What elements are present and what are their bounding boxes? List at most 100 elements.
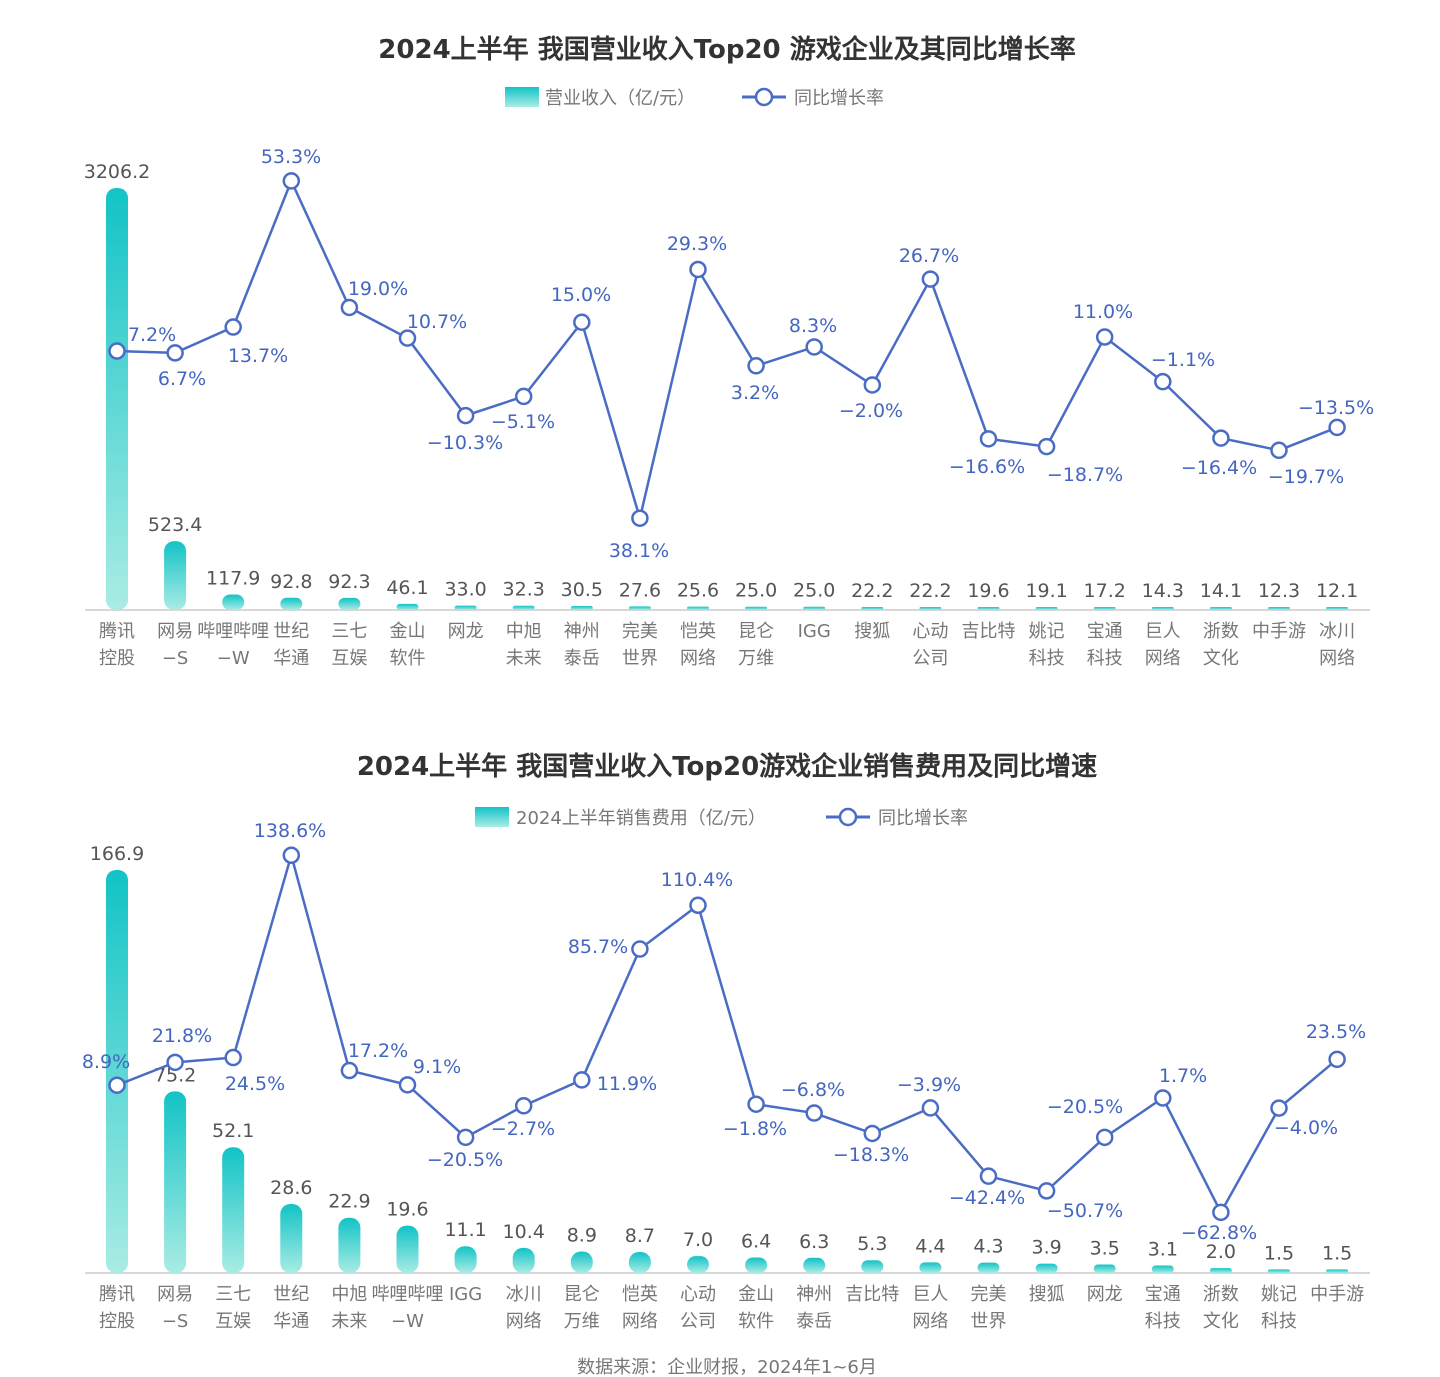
growth-value-label: −20.5% bbox=[427, 1149, 503, 1171]
bar-value-label: 25.6 bbox=[677, 580, 719, 602]
legend-line-label: 同比增长率 bbox=[794, 88, 884, 109]
bar bbox=[570, 1251, 593, 1273]
growth-value-label: −42.4% bbox=[949, 1187, 1025, 1209]
category-label: 腾讯 bbox=[99, 621, 135, 642]
bar-value-label: 19.6 bbox=[386, 1199, 428, 1221]
growth-point bbox=[1037, 437, 1056, 456]
bar-value-label: 92.3 bbox=[328, 571, 370, 593]
growth-point bbox=[979, 1167, 998, 1185]
bar-value-label: 8.9 bbox=[567, 1225, 597, 1247]
growth-value-label: 15.0% bbox=[551, 284, 611, 306]
bar bbox=[1326, 607, 1349, 610]
bar-value-label: 28.6 bbox=[270, 1177, 312, 1199]
bar bbox=[454, 605, 477, 610]
bar bbox=[280, 1203, 303, 1273]
growth-value-label: −18.7% bbox=[1047, 464, 1123, 486]
category-label: 巨人 bbox=[1145, 621, 1181, 642]
bar-value-label: 3.1 bbox=[1148, 1239, 1178, 1261]
category-label: 姚记 bbox=[1029, 621, 1065, 642]
growth-point bbox=[1037, 1182, 1056, 1200]
growth-value-label: −13.5% bbox=[1298, 397, 1374, 419]
category-label: 完美 bbox=[622, 621, 658, 642]
category-label: 网络 bbox=[506, 1311, 542, 1332]
chart1-legend: 营业收入（亿/元） 同比增长率 bbox=[505, 87, 884, 109]
growth-value-label: −1.1% bbox=[1151, 349, 1215, 371]
growth-value-label: 7.2% bbox=[128, 324, 176, 346]
bar-value-label: 4.4 bbox=[915, 1235, 945, 1257]
legend-line-marker bbox=[754, 87, 774, 107]
bar-value-label: 117.9 bbox=[206, 567, 260, 589]
growth-value-label: −2.0% bbox=[839, 400, 903, 422]
growth-value-label: 1.7% bbox=[1159, 1065, 1207, 1087]
bar-value-label: 14.1 bbox=[1200, 580, 1242, 602]
category-label: 未来 bbox=[506, 648, 542, 669]
growth-value-label: 10.7% bbox=[407, 311, 467, 333]
growth-value-label: 17.2% bbox=[348, 1040, 408, 1062]
bar bbox=[1268, 607, 1290, 610]
category-label: 昆仑 bbox=[738, 621, 774, 642]
category-label: 网易 bbox=[157, 621, 193, 642]
growth-point bbox=[1095, 1128, 1114, 1147]
chart2-title: 2024上半年 我国营业收入Top20游戏企业销售费用及同比增速 bbox=[357, 751, 1097, 782]
growth-point bbox=[1212, 1203, 1230, 1222]
growth-line bbox=[116, 177, 1338, 524]
bar-value-label: 75.2 bbox=[154, 1064, 196, 1086]
growth-point bbox=[282, 172, 301, 190]
growth-value-label: −16.6% bbox=[949, 456, 1025, 478]
bar-value-label: 3.5 bbox=[1090, 1238, 1120, 1260]
chart1-title: 2024上半年 我国营业收入Top20 游戏企业及其同比增长率 bbox=[378, 34, 1075, 65]
growth-point bbox=[224, 318, 242, 336]
growth-value-label: −10.3% bbox=[427, 432, 503, 454]
growth-value-label: 9.1% bbox=[413, 1056, 461, 1078]
bar-value-label: 3206.2 bbox=[84, 161, 150, 183]
legend-line-label: 同比增长率 bbox=[878, 808, 968, 829]
category-label: 互娱 bbox=[215, 1311, 251, 1332]
growth-point bbox=[1270, 1099, 1288, 1117]
bar bbox=[861, 1260, 884, 1273]
bar-value-label: 3.9 bbox=[1031, 1237, 1061, 1259]
bar-value-label: 7.0 bbox=[683, 1229, 713, 1251]
bar bbox=[919, 1262, 942, 1273]
growth-value-label: −50.7% bbox=[1047, 1200, 1123, 1222]
bar bbox=[861, 607, 884, 610]
category-label: 姚记 bbox=[1261, 1284, 1297, 1305]
bar-value-label: 25.0 bbox=[735, 580, 777, 602]
growth-value-label: −2.7% bbox=[491, 1118, 555, 1140]
bar-value-label: 92.8 bbox=[270, 571, 312, 593]
bar-value-label: 5.3 bbox=[857, 1233, 887, 1255]
category-label: 网络 bbox=[622, 1311, 658, 1332]
category-label: 科技 bbox=[1029, 648, 1065, 669]
growth-point bbox=[573, 313, 591, 331]
category-label: 宝通 bbox=[1087, 621, 1123, 642]
growth-point bbox=[863, 376, 882, 394]
growth-point bbox=[340, 1061, 359, 1080]
category-label: 宝通 bbox=[1145, 1284, 1181, 1305]
category-label: 搜狐 bbox=[1029, 1284, 1065, 1305]
growth-point bbox=[398, 1076, 417, 1094]
growth-value-label: 85.7% bbox=[568, 936, 628, 958]
growth-value-label: 21.8% bbox=[152, 1025, 212, 1047]
category-label: 冰川 bbox=[1319, 621, 1355, 642]
category-label: 金山 bbox=[738, 1284, 774, 1305]
bar-value-label: 17.2 bbox=[1084, 580, 1126, 602]
category-label: 恺英 bbox=[622, 1284, 658, 1305]
bar bbox=[512, 605, 535, 610]
category-label: IGG bbox=[798, 621, 831, 642]
growth-value-label: −19.7% bbox=[1268, 466, 1344, 488]
bar bbox=[222, 594, 245, 610]
bar-value-label: 19.6 bbox=[967, 580, 1009, 602]
category-label: 腾讯 bbox=[99, 1284, 135, 1305]
growth-value-label: 29.3% bbox=[667, 233, 727, 255]
category-label: 搜狐 bbox=[854, 621, 890, 642]
growth-point bbox=[689, 260, 707, 279]
growth-point bbox=[747, 357, 765, 375]
growth-value-label: 3.2% bbox=[731, 382, 779, 404]
growth-point bbox=[1212, 429, 1230, 447]
growth-point bbox=[805, 1104, 823, 1122]
bar bbox=[1035, 1263, 1058, 1273]
category-label: 三七 bbox=[215, 1284, 251, 1305]
bar-value-label: 32.3 bbox=[503, 579, 545, 601]
growth-value-label: 23.5% bbox=[1306, 1021, 1366, 1043]
